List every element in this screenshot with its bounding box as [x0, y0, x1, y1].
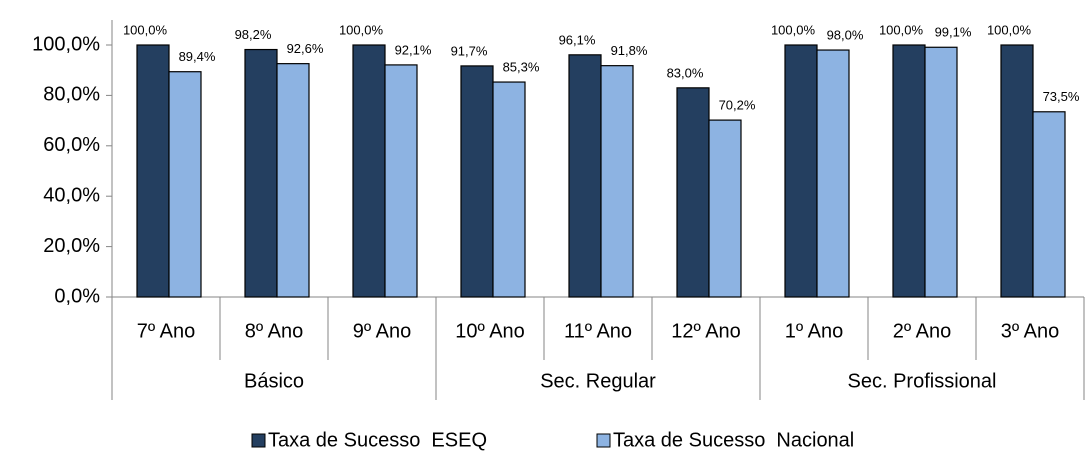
value-label: 92,6% [287, 41, 324, 56]
bar [708, 119, 742, 298]
value-label: 100,0% [987, 22, 1032, 37]
group-label: Sec. Profissional [848, 370, 997, 392]
value-label: 98,2% [235, 27, 272, 42]
legend-label: Taxa de Sucesso Nacional [613, 429, 854, 451]
x-tick-label: 1º Ano [785, 320, 843, 342]
group-label: Básico [244, 370, 304, 392]
value-label: 89,4% [179, 49, 216, 64]
x-tick-label: 11º Ano [564, 320, 632, 342]
value-label: 85,3% [503, 59, 540, 74]
legend-swatch [596, 433, 611, 448]
value-label: 100,0% [339, 22, 384, 37]
bar [168, 71, 202, 298]
bar [1000, 44, 1034, 298]
value-label: 96,1% [559, 32, 596, 47]
bar [1032, 111, 1066, 298]
value-label: 99,1% [935, 25, 972, 40]
value-label: 73,5% [1043, 89, 1080, 104]
value-label: 100,0% [771, 22, 816, 37]
value-label: 91,7% [451, 43, 488, 58]
value-label: 70,2% [719, 98, 756, 113]
value-label: 100,0% [123, 22, 168, 37]
y-tick-label: 80,0% [43, 84, 100, 106]
bar [244, 48, 278, 298]
bar [600, 65, 634, 298]
x-tick-label: 8º Ano [245, 320, 303, 342]
x-tick-label: 12º Ano [671, 320, 741, 342]
value-label: 100,0% [879, 22, 924, 37]
bar [892, 44, 926, 298]
x-tick-label: 3º Ano [1001, 320, 1059, 342]
bar [676, 87, 710, 298]
legend-swatch [251, 433, 266, 448]
y-tick-label: 100,0% [32, 33, 100, 55]
bar [352, 44, 386, 298]
bar [816, 49, 850, 298]
x-tick-label: 2º Ano [893, 320, 951, 342]
y-tick-label: 20,0% [43, 235, 100, 257]
bar [276, 63, 310, 298]
legend-label: Taxa de Sucesso ESEQ [268, 429, 487, 451]
value-label: 98,0% [827, 27, 864, 42]
x-tick-label: 7º Ano [137, 320, 195, 342]
x-tick-label: 10º Ano [455, 320, 525, 342]
bar [784, 44, 818, 298]
y-tick-label: 60,0% [43, 134, 100, 156]
value-label: 83,0% [667, 65, 704, 80]
bar [924, 46, 958, 298]
bar [568, 54, 602, 298]
bar [136, 44, 170, 298]
value-label: 92,1% [395, 42, 432, 57]
value-label: 91,8% [611, 43, 648, 58]
group-label: Sec. Regular [540, 370, 656, 392]
bar [492, 81, 526, 298]
bar [384, 64, 418, 298]
x-tick-label: 9º Ano [353, 320, 411, 342]
y-tick-label: 0,0% [54, 285, 100, 307]
bar [460, 65, 494, 298]
y-tick-label: 40,0% [43, 184, 100, 206]
